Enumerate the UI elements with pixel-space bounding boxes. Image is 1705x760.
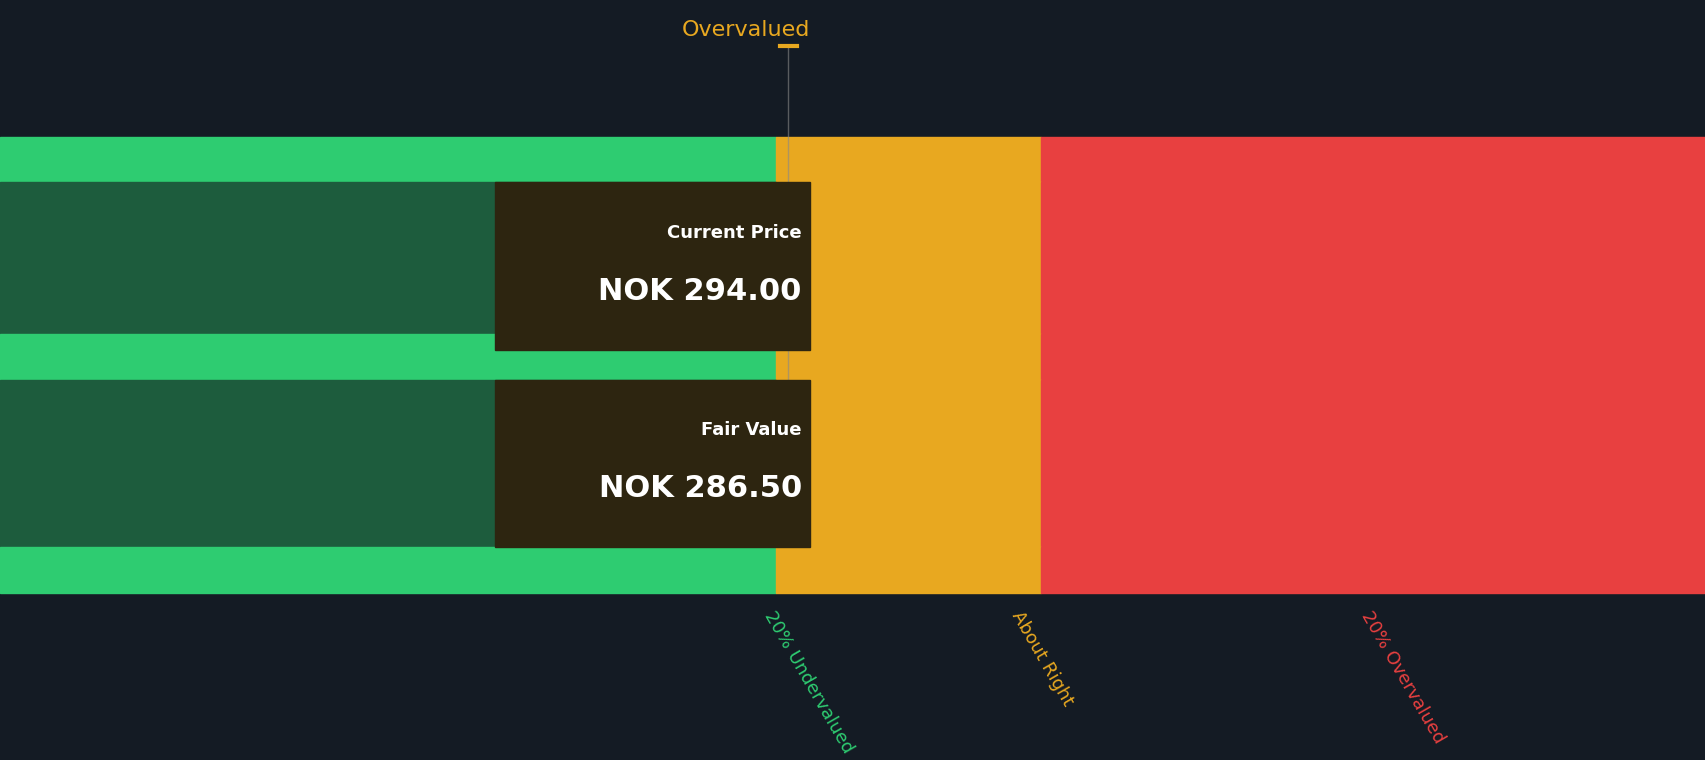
Bar xyxy=(0,334,776,380)
Bar xyxy=(0,137,776,182)
Text: NOK 294.00: NOK 294.00 xyxy=(598,277,801,306)
Bar xyxy=(776,547,1040,593)
Bar xyxy=(494,380,810,547)
Bar xyxy=(776,334,1040,380)
Bar xyxy=(0,182,776,350)
Text: Fair Value: Fair Value xyxy=(701,421,801,439)
Bar xyxy=(0,350,776,395)
Bar xyxy=(0,547,776,593)
Bar xyxy=(776,137,1040,182)
Bar xyxy=(494,182,810,350)
Text: 20% Overvalued: 20% Overvalued xyxy=(1357,608,1448,746)
Text: About Right: About Right xyxy=(1008,608,1076,709)
Text: Overvalued: Overvalued xyxy=(680,21,810,40)
Bar xyxy=(1040,350,1705,395)
Bar xyxy=(1040,547,1705,593)
Bar xyxy=(776,350,1040,395)
Bar xyxy=(1040,182,1705,350)
Bar xyxy=(1040,380,1705,547)
Bar xyxy=(1040,137,1705,182)
Bar xyxy=(0,380,776,547)
Bar xyxy=(1040,334,1705,380)
Bar xyxy=(776,182,1040,350)
Text: Current Price: Current Price xyxy=(667,223,801,242)
Bar xyxy=(776,380,1040,547)
Text: -2.6%: -2.6% xyxy=(684,0,806,4)
Text: 20% Undervalued: 20% Undervalued xyxy=(760,608,856,756)
Text: NOK 286.50: NOK 286.50 xyxy=(598,474,801,503)
